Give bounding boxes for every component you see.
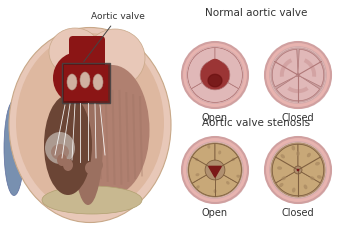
Polygon shape [203,60,227,85]
Circle shape [187,47,243,103]
Circle shape [270,142,326,198]
Ellipse shape [49,28,101,76]
Circle shape [270,47,326,103]
Ellipse shape [63,159,73,171]
Ellipse shape [317,175,322,179]
Ellipse shape [9,27,171,223]
Polygon shape [298,144,324,183]
Circle shape [266,43,332,109]
Polygon shape [215,144,241,183]
Text: Closed: Closed [282,113,314,123]
Circle shape [265,42,331,108]
Ellipse shape [73,75,103,205]
Polygon shape [209,166,221,177]
Ellipse shape [218,150,221,154]
Text: Open: Open [202,113,228,123]
Polygon shape [272,144,298,183]
Polygon shape [188,48,215,89]
Ellipse shape [196,185,200,189]
Ellipse shape [296,151,300,156]
Ellipse shape [236,175,240,178]
Ellipse shape [196,173,199,176]
Circle shape [187,47,243,103]
Text: Open: Open [202,208,228,218]
Ellipse shape [315,162,320,166]
Circle shape [183,43,249,109]
Polygon shape [280,58,292,77]
Ellipse shape [85,162,95,174]
Circle shape [187,142,243,198]
Bar [64,65,108,101]
Polygon shape [208,74,222,87]
Polygon shape [276,76,320,101]
Polygon shape [215,48,243,89]
Circle shape [187,142,243,198]
Polygon shape [188,144,215,183]
Ellipse shape [307,153,311,157]
Ellipse shape [80,72,90,88]
Ellipse shape [53,52,103,104]
Ellipse shape [231,158,235,161]
Polygon shape [304,58,316,77]
Circle shape [265,137,331,203]
Circle shape [183,138,249,204]
Circle shape [270,142,326,198]
Ellipse shape [45,132,75,164]
Ellipse shape [280,154,285,158]
Ellipse shape [226,181,230,185]
Circle shape [266,138,332,204]
Ellipse shape [51,144,69,160]
Ellipse shape [74,65,150,195]
Ellipse shape [4,101,24,196]
Circle shape [297,169,299,171]
Ellipse shape [207,145,210,149]
Circle shape [182,42,248,108]
Text: Aortic valve stenosis: Aortic valve stenosis [202,118,310,128]
Ellipse shape [292,188,296,193]
Bar [62,63,110,103]
Circle shape [182,137,248,203]
Ellipse shape [57,154,67,166]
Text: Aortic valve: Aortic valve [84,12,145,62]
Text: Closed: Closed [282,208,314,218]
Circle shape [270,47,326,103]
Polygon shape [272,49,298,87]
Ellipse shape [42,186,142,214]
Text: Normal aortic valve: Normal aortic valve [205,8,307,18]
Ellipse shape [85,29,145,87]
Polygon shape [192,175,238,196]
Ellipse shape [213,189,217,193]
Polygon shape [191,82,239,102]
Ellipse shape [277,166,282,170]
Ellipse shape [16,33,164,213]
Ellipse shape [67,74,77,90]
Ellipse shape [279,183,284,187]
Ellipse shape [282,176,286,180]
FancyBboxPatch shape [69,36,105,89]
Ellipse shape [292,145,295,150]
Polygon shape [276,172,320,196]
Ellipse shape [304,185,307,189]
Ellipse shape [93,159,103,171]
Ellipse shape [93,74,103,90]
Ellipse shape [44,95,92,195]
Ellipse shape [310,176,314,180]
Polygon shape [298,49,324,87]
Ellipse shape [195,158,199,161]
Polygon shape [287,87,309,93]
